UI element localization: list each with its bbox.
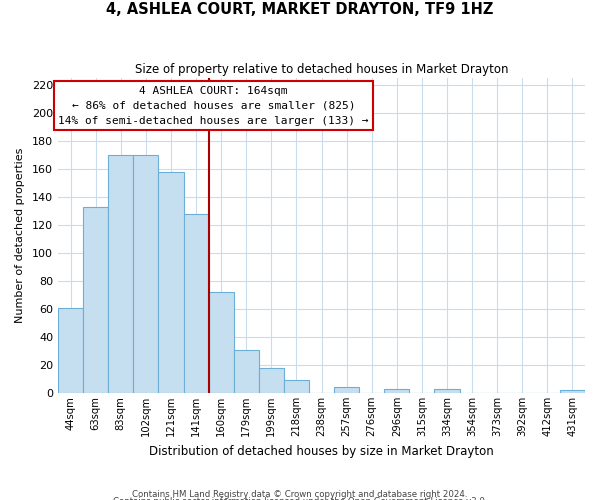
Bar bbox=[259, 368, 284, 393]
Bar bbox=[108, 155, 133, 393]
Title: Size of property relative to detached houses in Market Drayton: Size of property relative to detached ho… bbox=[135, 62, 508, 76]
Text: 4 ASHLEA COURT: 164sqm
← 86% of detached houses are smaller (825)
14% of semi-de: 4 ASHLEA COURT: 164sqm ← 86% of detached… bbox=[58, 86, 369, 126]
Bar bbox=[434, 389, 460, 393]
X-axis label: Distribution of detached houses by size in Market Drayton: Distribution of detached houses by size … bbox=[149, 444, 494, 458]
Bar bbox=[284, 380, 309, 393]
Bar bbox=[184, 214, 209, 393]
Bar bbox=[133, 155, 158, 393]
Text: 4, ASHLEA COURT, MARKET DRAYTON, TF9 1HZ: 4, ASHLEA COURT, MARKET DRAYTON, TF9 1HZ bbox=[106, 2, 494, 18]
Bar bbox=[334, 388, 359, 393]
Bar bbox=[560, 390, 585, 393]
Bar bbox=[158, 172, 184, 393]
Bar bbox=[234, 350, 259, 393]
Bar bbox=[384, 389, 409, 393]
Text: Contains HM Land Registry data © Crown copyright and database right 2024.: Contains HM Land Registry data © Crown c… bbox=[132, 490, 468, 499]
Text: Contains public sector information licensed under the Open Government Licence v3: Contains public sector information licen… bbox=[113, 497, 487, 500]
Bar bbox=[209, 292, 234, 393]
Bar bbox=[58, 308, 83, 393]
Y-axis label: Number of detached properties: Number of detached properties bbox=[15, 148, 25, 323]
Bar bbox=[83, 207, 108, 393]
